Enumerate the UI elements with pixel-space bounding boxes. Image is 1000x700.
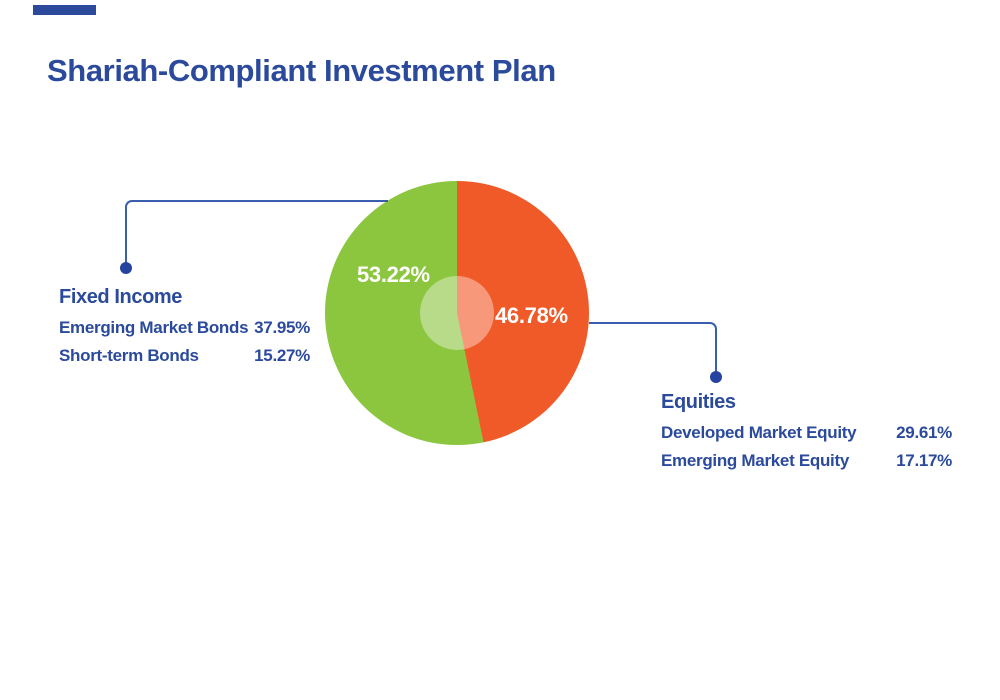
row-label: Developed Market Equity xyxy=(661,423,857,442)
row-label: Short-term Bonds xyxy=(59,346,199,365)
legend-row: Short-term Bonds 15.27% xyxy=(59,342,310,370)
connector-dot-equities xyxy=(710,371,722,383)
connector-dot-fixed-income xyxy=(120,262,132,274)
pie-center-overlay-circle xyxy=(420,276,494,350)
row-value: 37.95% xyxy=(254,318,310,337)
row-value: 15.27% xyxy=(254,346,310,365)
legend-title-fixed-income: Fixed Income xyxy=(59,286,183,308)
legend-row: Developed Market Equity 29.61% xyxy=(661,419,952,447)
page-title: Shariah-Compliant Investment Plan xyxy=(47,53,556,88)
pie-slice-label-fixed-income: 53.22% xyxy=(357,262,430,287)
legend-equities: Equities Developed Market Equity 29.61% … xyxy=(661,391,952,475)
pie-chart xyxy=(325,181,589,445)
legend-title-equities: Equities xyxy=(661,391,736,413)
pie-slice-label-equities: 46.78% xyxy=(495,303,568,328)
accent-bar xyxy=(33,5,96,15)
row-label: Emerging Market Equity xyxy=(661,451,849,470)
callout-line-fixed-income xyxy=(125,200,388,269)
row-label: Emerging Market Bonds xyxy=(59,318,249,337)
legend-row: Emerging Market Bonds 37.95% xyxy=(59,314,310,342)
callout-line-equities xyxy=(589,322,717,377)
legend-fixed-income: Fixed Income Emerging Market Bonds 37.95… xyxy=(59,286,310,370)
legend-row: Emerging Market Equity 17.17% xyxy=(661,447,952,475)
row-value: 29.61% xyxy=(896,423,952,442)
row-value: 17.17% xyxy=(896,451,952,470)
